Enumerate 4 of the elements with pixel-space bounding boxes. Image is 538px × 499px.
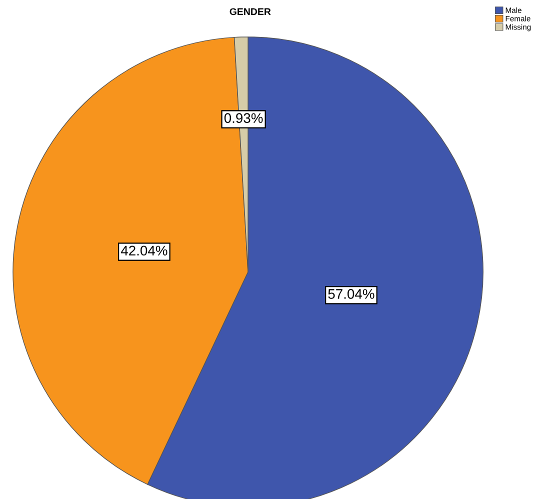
data-label: 0.93% [224,113,263,123]
data-label: 42.04% [120,246,168,256]
chart-title: GENDER [230,8,271,16]
data-label: 57.04% [328,289,374,299]
